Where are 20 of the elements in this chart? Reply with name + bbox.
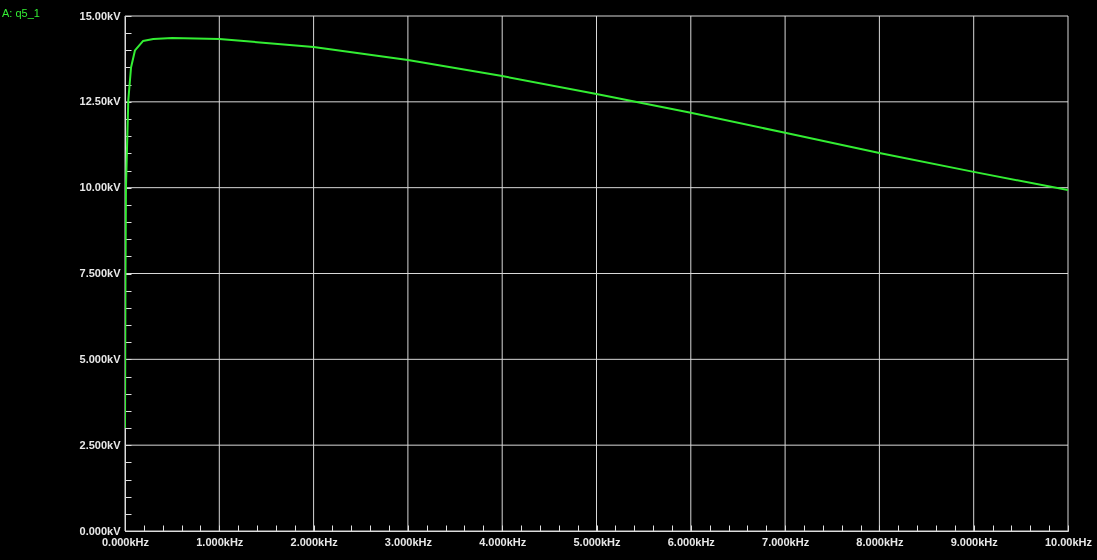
x-tick-label: 7.000kHz <box>762 535 810 548</box>
x-tick-label: 2.000kHz <box>290 535 339 548</box>
x-tick-label: 9.000kHz <box>950 535 999 548</box>
line-series <box>125 36 1068 429</box>
y-tick-label: 0.000kV <box>79 524 122 537</box>
y-tick-label: 15.00kV <box>79 9 122 22</box>
y-tick-label: 2.500kV <box>79 438 122 451</box>
x-tick-label: 10.00kHz <box>1044 535 1093 548</box>
x-tick-label: 1.000kHz <box>196 535 244 548</box>
x-tick-label: 0.000kHz <box>101 535 150 548</box>
y-tick-label: 7.500kV <box>79 267 122 279</box>
y-tick-label: 12.50kV <box>79 95 122 108</box>
y-tick-label: 5.000kV <box>79 352 122 365</box>
x-tick-label: 6.000kHz <box>667 535 716 548</box>
x-tick-label: 8.000kHz <box>856 535 904 548</box>
text: A: q5_1 <box>2 6 40 19</box>
x-tick-label: 3.000kHz <box>384 535 433 548</box>
x-tick-label: 5.000kHz <box>573 535 622 548</box>
x-tick-label: 4.000kHz <box>479 535 527 548</box>
y-tick-label: 10.00kV <box>79 181 122 194</box>
